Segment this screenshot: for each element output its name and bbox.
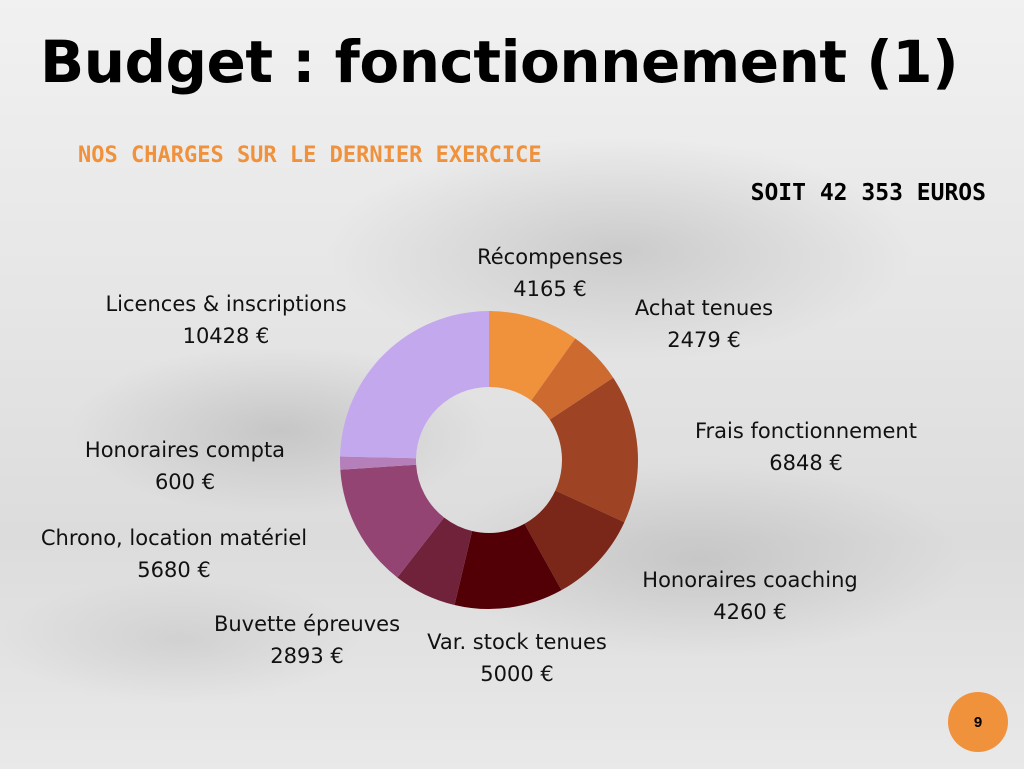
slice-label-name: Buvette épreuves [214,612,400,636]
slice-label-value: 4165 € [513,277,586,301]
slice-buvette-preuves [397,517,473,605]
slice-honoraires-compta [340,456,417,470]
slice-label-value: 6848 € [769,451,842,475]
slice-label-name: Frais fonctionnement [695,419,917,443]
slide-subtitle: NOS CHARGES SUR LE DERNIER EXERCICE [78,143,542,168]
slide-title: Budget : fonctionnement (1) [40,28,959,96]
slice-frais-fonctionnement [549,377,638,523]
slice-label-name: Récompenses [477,245,623,269]
slice-label-value: 2479 € [667,328,740,352]
slice-label-value: 4260 € [713,600,786,624]
slice-label-name: Honoraires coaching [642,568,857,592]
slice-r-compenses [489,311,576,401]
donut-slices [340,311,638,609]
slice-var-stock-tenues [454,523,562,609]
slice-honoraires-coaching [524,490,625,591]
slice-label-value: 2893 € [270,644,343,668]
slice-label-name: Var. stock tenues [427,630,607,654]
page-number-badge: 9 [948,692,1008,752]
slice-label-value: 10428 € [183,324,270,348]
slice-achat-tenues [531,338,614,420]
slice-label-name: Achat tenues [635,296,773,320]
total-amount: SOIT 42 353 EUROS [750,180,986,206]
slice-label-value: 5000 € [480,662,553,686]
slice-labels: Récompenses 4165 € Achat tenues 2479 € Frais… [41,245,917,686]
slice-label-name: Licences & inscriptions [105,292,346,316]
slice-licences-inscriptions [340,311,489,459]
slice-label-value: 5680 € [137,558,210,582]
slice-label-value: 600 € [155,470,215,494]
slice-chrono-location-mat-riel [340,464,445,578]
slice-label-name: Chrono, location matériel [41,526,307,550]
slice-label-name: Honoraires compta [85,438,285,462]
